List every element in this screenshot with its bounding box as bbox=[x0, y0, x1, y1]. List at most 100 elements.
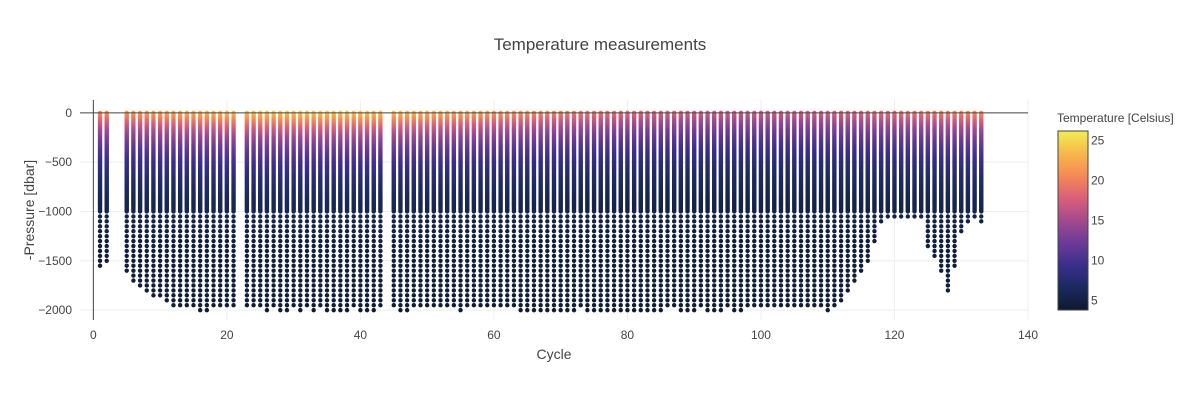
data-point bbox=[151, 254, 155, 258]
data-point bbox=[352, 268, 356, 272]
data-point bbox=[231, 283, 235, 287]
data-point bbox=[218, 244, 222, 248]
data-point bbox=[158, 264, 162, 268]
data-point bbox=[291, 298, 295, 302]
data-point bbox=[278, 278, 282, 282]
data-point bbox=[218, 229, 222, 233]
data-point bbox=[311, 303, 315, 307]
data-point bbox=[365, 303, 369, 307]
data-point bbox=[311, 224, 315, 228]
data-point bbox=[285, 293, 289, 297]
data-point bbox=[291, 214, 295, 218]
data-point bbox=[358, 259, 362, 263]
data-point bbox=[305, 264, 309, 268]
data-point bbox=[345, 308, 349, 312]
data-point bbox=[198, 268, 202, 272]
data-point bbox=[225, 249, 229, 253]
data-point bbox=[185, 298, 189, 302]
data-point bbox=[278, 293, 282, 297]
data-point bbox=[185, 229, 189, 233]
data-point bbox=[158, 283, 162, 287]
data-point bbox=[378, 273, 382, 277]
data-point bbox=[98, 259, 102, 263]
data-point bbox=[125, 259, 129, 263]
data-point bbox=[378, 209, 382, 213]
data-point bbox=[151, 249, 155, 253]
data-point bbox=[311, 273, 315, 277]
data-point bbox=[158, 224, 162, 228]
data-point bbox=[318, 254, 322, 258]
data-point bbox=[231, 264, 235, 268]
data-point bbox=[225, 234, 229, 238]
data-point bbox=[338, 254, 342, 258]
data-point bbox=[198, 293, 202, 297]
data-point bbox=[131, 259, 135, 263]
data-point bbox=[205, 283, 209, 287]
data-point bbox=[231, 293, 235, 297]
data-point bbox=[165, 298, 169, 302]
data-point bbox=[171, 288, 175, 292]
data-point bbox=[278, 259, 282, 263]
data-point bbox=[178, 283, 182, 287]
data-point bbox=[392, 239, 396, 243]
data-point bbox=[338, 303, 342, 307]
data-point bbox=[211, 259, 215, 263]
data-point bbox=[225, 259, 229, 263]
data-point bbox=[271, 224, 275, 228]
data-point bbox=[218, 273, 222, 277]
data-point bbox=[138, 239, 142, 243]
data-point bbox=[325, 234, 329, 238]
data-point bbox=[378, 254, 382, 258]
data-point bbox=[198, 229, 202, 233]
data-point bbox=[165, 234, 169, 238]
data-point bbox=[211, 293, 215, 297]
data-point bbox=[325, 254, 329, 258]
data-point bbox=[338, 239, 342, 243]
data-point bbox=[352, 244, 356, 248]
data-point bbox=[352, 249, 356, 253]
data-point bbox=[191, 303, 195, 307]
data-point bbox=[291, 239, 295, 243]
data-point bbox=[325, 219, 329, 223]
data-point bbox=[372, 298, 376, 302]
data-point bbox=[352, 264, 356, 268]
data-point bbox=[131, 254, 135, 258]
data-point bbox=[271, 249, 275, 253]
data-point bbox=[318, 288, 322, 292]
data-point bbox=[198, 273, 202, 277]
data-point bbox=[392, 209, 396, 213]
data-point bbox=[338, 209, 342, 213]
data-point bbox=[392, 224, 396, 228]
data-point bbox=[345, 298, 349, 302]
data-point bbox=[211, 229, 215, 233]
data-point bbox=[211, 234, 215, 238]
data-point bbox=[265, 214, 269, 218]
data-point bbox=[218, 303, 222, 307]
data-point bbox=[171, 259, 175, 263]
data-point bbox=[158, 219, 162, 223]
data-point bbox=[245, 239, 249, 243]
data-point bbox=[372, 278, 376, 282]
data-point bbox=[138, 278, 142, 282]
data-point bbox=[358, 254, 362, 258]
data-point bbox=[372, 259, 376, 263]
data-point bbox=[291, 229, 295, 233]
data-point bbox=[392, 234, 396, 238]
data-point bbox=[285, 209, 289, 213]
data-point bbox=[145, 283, 149, 287]
data-point bbox=[171, 244, 175, 248]
data-point bbox=[218, 209, 222, 213]
data-point bbox=[158, 239, 162, 243]
data-point bbox=[151, 219, 155, 223]
data-point bbox=[265, 244, 269, 248]
data-point bbox=[352, 209, 356, 213]
data-point bbox=[225, 209, 229, 213]
data-point bbox=[291, 224, 295, 228]
data-point bbox=[305, 224, 309, 228]
data-point bbox=[178, 264, 182, 268]
data-point bbox=[392, 229, 396, 233]
data-point bbox=[231, 288, 235, 292]
data-point bbox=[211, 254, 215, 258]
data-point bbox=[298, 244, 302, 248]
data-point bbox=[245, 293, 249, 297]
